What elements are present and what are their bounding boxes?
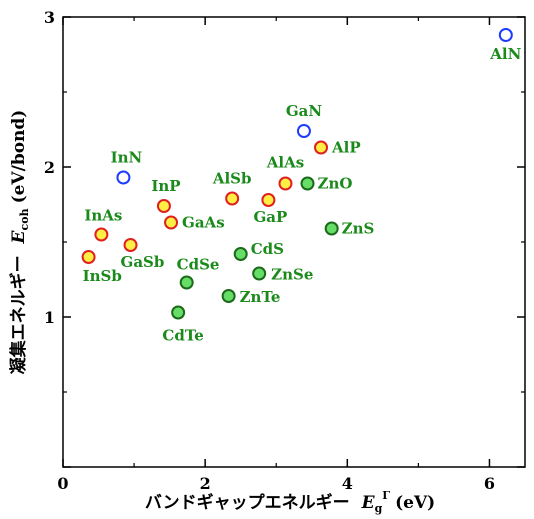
- point-label-insb: InSb: [83, 267, 122, 285]
- point-label-cdte: CdTe: [162, 327, 203, 345]
- y-axis-title: 凝集エネルギー Ecoh (eV/bond): [8, 110, 31, 375]
- point-gap: [261, 193, 276, 207]
- point-label-alsb: AlSb: [212, 170, 252, 188]
- point-gasb: [123, 238, 138, 252]
- y-tick-label: 3: [44, 8, 55, 27]
- point-label-zns: ZnS: [342, 220, 375, 238]
- x-axis-title-text: バンドギャップエネルギー: [145, 492, 350, 513]
- point-zns: [324, 221, 339, 236]
- y-tick-label: 2: [44, 158, 55, 177]
- point-label-znte: ZnTe: [240, 288, 281, 306]
- axis-ticks: [62, 16, 525, 468]
- point-label-aln: AlN: [489, 45, 521, 63]
- point-label-cdse: CdSe: [177, 256, 220, 274]
- y-axis-title-symbol: E: [9, 229, 29, 244]
- point-inp: [156, 199, 171, 213]
- y-tick-label: 1: [44, 308, 55, 327]
- y-axis-title-sub: coh: [18, 208, 31, 230]
- point-gan: [296, 124, 311, 138]
- point-cdse: [179, 275, 194, 290]
- point-znse: [252, 266, 267, 281]
- point-cdte: [171, 305, 186, 320]
- point-alsb: [225, 191, 240, 206]
- x-axis-title-sub: g: [375, 502, 383, 515]
- point-label-alas: AlAs: [266, 154, 304, 172]
- data-markers: [81, 28, 513, 320]
- point-alp: [314, 140, 329, 155]
- point-aln: [498, 28, 513, 42]
- y-axis-title-text: 凝集エネルギー: [8, 255, 29, 374]
- x-tick-label: 2: [200, 474, 211, 493]
- y-axis-title-unit: (eV/bond): [9, 110, 29, 204]
- point-label-zno: ZnO: [318, 175, 353, 193]
- point-inas: [94, 227, 109, 242]
- point-label-gaas: GaAs: [182, 214, 225, 232]
- point-label-alp: AlP: [331, 139, 361, 157]
- x-tick-label: 6: [484, 474, 495, 493]
- point-insb: [81, 250, 96, 264]
- point-inn: [116, 170, 131, 185]
- point-label-inas: InAs: [84, 207, 122, 225]
- point-label-znse: ZnSe: [271, 266, 313, 284]
- x-tick-label: 0: [57, 474, 68, 493]
- point-label-gap: GaP: [254, 208, 288, 226]
- axis-tick-labels: 0 2 4 6 1 2 3: [44, 8, 495, 493]
- point-zno: [300, 176, 315, 191]
- point-alas: [278, 176, 293, 191]
- point-label-gan: GaN: [286, 102, 323, 120]
- data-point-labels: AlN GaN InN AlP AlAs GaP AlSb InP GaAs InAs GaSbIn…: [83, 45, 522, 345]
- point-gaas: [164, 215, 179, 230]
- x-axis-title-unit: (eV): [395, 493, 435, 513]
- point-cds: [233, 247, 248, 261]
- x-axis-title: バンドギャップエネルギー EgΓ (eV): [145, 489, 435, 515]
- point-label-inp: InP: [151, 177, 180, 195]
- point-label-cds: CdS: [251, 240, 284, 258]
- point-label-inn: InN: [111, 149, 143, 167]
- x-axis-title-symbol: E: [361, 493, 376, 513]
- point-znte: [221, 289, 236, 303]
- x-tick-label: 4: [342, 474, 353, 493]
- point-label-gasb: GaSb: [121, 253, 165, 271]
- x-axis-title-sup: Γ: [382, 489, 390, 502]
